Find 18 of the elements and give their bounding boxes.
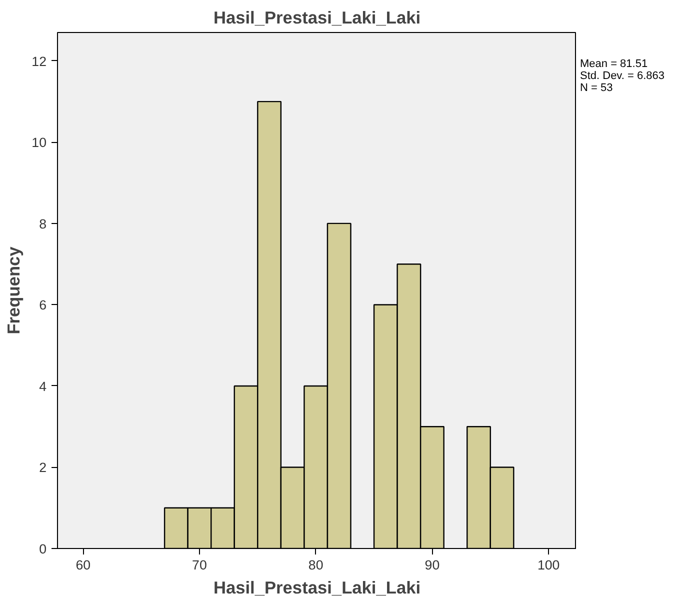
chart-title: Hasil_Prestasi_Laki_Laki (213, 8, 421, 28)
x-tick-label: 70 (192, 558, 207, 572)
x-axis-title: Hasil_Prestasi_Laki_Laki (213, 578, 421, 598)
x-tick-label: 60 (76, 558, 91, 572)
y-tick-label: 10 (32, 135, 47, 150)
y-tick-label: 12 (32, 54, 47, 69)
y-tick-label: 6 (39, 298, 47, 313)
y-axis-title: Frequency (4, 246, 24, 334)
y-tick-label: 8 (39, 216, 47, 232)
x-tick-label: 80 (308, 558, 324, 572)
text: Std. Dev. = 6.863 (580, 70, 664, 82)
y-tick-label: 0 (39, 542, 47, 556)
text: N = 53 (580, 82, 613, 94)
y-tick-label: 4 (39, 378, 48, 394)
x-tick-label: 100 (537, 558, 560, 572)
x-tick-label: 90 (424, 558, 440, 572)
text: Mean = 81.51 (580, 58, 648, 70)
y-tick-label: 2 (39, 460, 47, 476)
